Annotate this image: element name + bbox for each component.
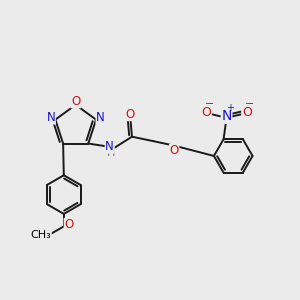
Text: O: O (201, 106, 211, 119)
Text: CH₃: CH₃ (31, 230, 51, 240)
Text: N: N (46, 111, 55, 124)
Text: +: + (226, 103, 234, 113)
Text: O: O (64, 218, 74, 231)
Text: O: O (242, 106, 252, 119)
Text: −: − (205, 99, 214, 109)
Text: N: N (105, 140, 114, 153)
Text: O: O (126, 108, 135, 121)
Text: N: N (221, 109, 232, 123)
Text: O: O (169, 145, 179, 158)
Text: O: O (71, 95, 80, 108)
Text: H: H (106, 148, 115, 158)
Text: N: N (96, 111, 105, 124)
Text: −: − (245, 99, 254, 109)
